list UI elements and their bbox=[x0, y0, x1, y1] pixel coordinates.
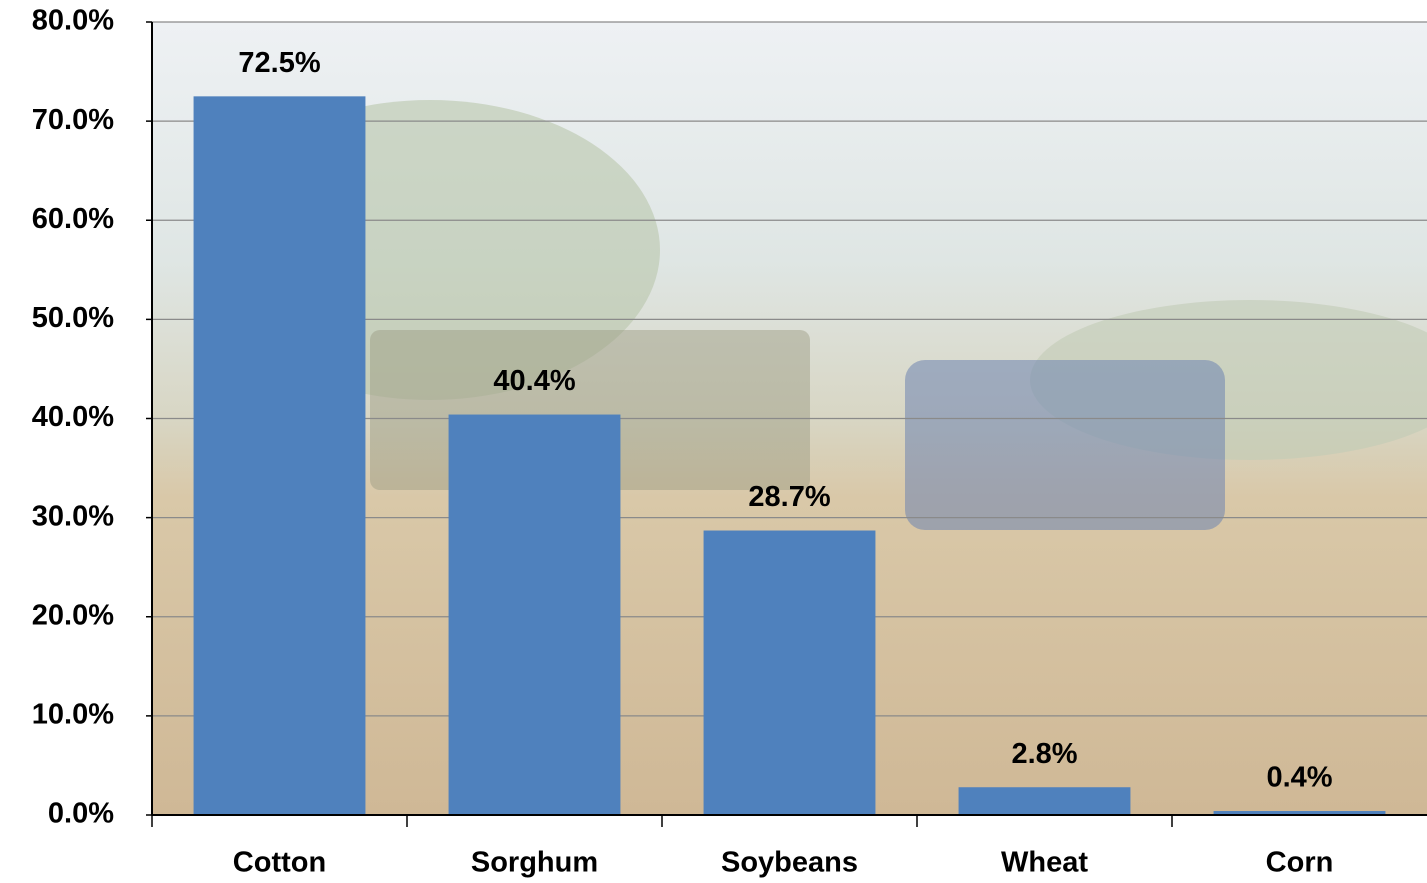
x-tick-label: Wheat bbox=[1001, 847, 1088, 879]
value-label: 2.8% bbox=[1011, 738, 1077, 770]
y-tick-label: 60.0% bbox=[32, 203, 114, 235]
y-tick-label: 40.0% bbox=[32, 401, 114, 433]
x-tick-label: Soybeans bbox=[721, 847, 858, 879]
x-tick-label: Corn bbox=[1266, 847, 1334, 879]
y-tick-label: 50.0% bbox=[32, 302, 114, 334]
y-tick-label: 80.0% bbox=[32, 5, 114, 37]
bar bbox=[1213, 811, 1386, 815]
y-tick-label: 70.0% bbox=[32, 104, 114, 136]
x-tick-label: Cotton bbox=[233, 847, 326, 879]
bar bbox=[193, 96, 366, 815]
tractor bbox=[905, 360, 1225, 530]
y-tick-label: 30.0% bbox=[32, 500, 114, 532]
x-tick-label: Sorghum bbox=[471, 847, 598, 879]
value-label: 28.7% bbox=[748, 481, 830, 513]
value-label: 72.5% bbox=[238, 47, 320, 79]
value-label: 40.4% bbox=[493, 365, 575, 397]
y-tick-label: 0.0% bbox=[48, 798, 114, 830]
bar bbox=[958, 787, 1131, 815]
y-tick-label: 20.0% bbox=[32, 599, 114, 631]
bar bbox=[703, 530, 876, 815]
bar bbox=[448, 414, 621, 815]
y-tick-label: 10.0% bbox=[32, 699, 114, 731]
value-label: 0.4% bbox=[1266, 762, 1332, 794]
